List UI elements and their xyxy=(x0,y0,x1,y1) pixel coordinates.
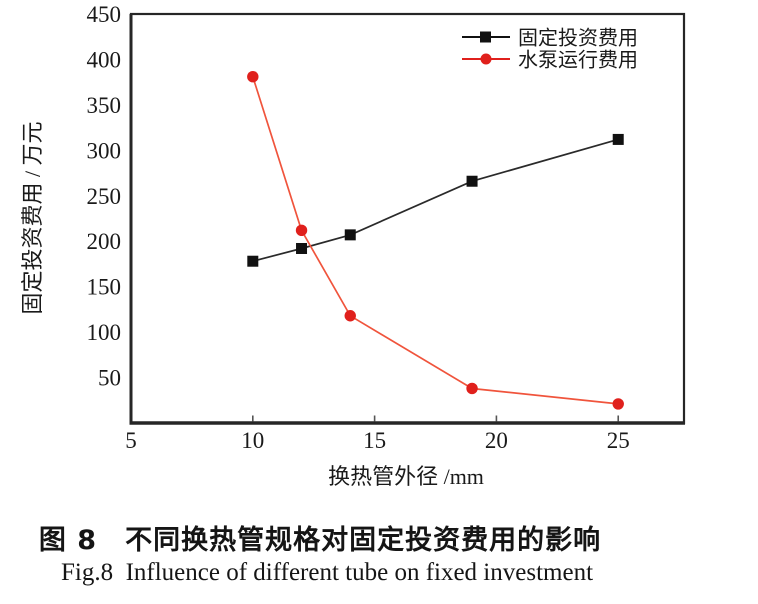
y-tick-label: 150 xyxy=(87,275,122,300)
y-axis-title: 固定投资费用 / 万元 xyxy=(20,121,45,314)
series-line-square xyxy=(252,138,619,263)
caption-english: Fig.8 Influence of different tube on fix… xyxy=(60,559,594,586)
legend-marker-circle xyxy=(480,53,492,65)
data-point-circle xyxy=(466,382,478,395)
y-tick-label: 300 xyxy=(87,138,122,163)
y-tick-label: 200 xyxy=(87,229,122,254)
y-tick-label: 350 xyxy=(87,93,122,118)
legend-marker-square xyxy=(480,31,491,43)
data-point-square xyxy=(466,175,478,187)
series-line-circle xyxy=(251,76,619,405)
x-tick-label: 15 xyxy=(363,428,386,453)
x-tick-label: 20 xyxy=(485,428,508,453)
data-point-square xyxy=(296,242,308,254)
data-point-circle xyxy=(344,310,356,322)
y-tick-label: 250 xyxy=(87,184,122,209)
y-tick-label: 100 xyxy=(87,320,122,345)
y-tick-label: 50 xyxy=(98,366,121,391)
plot-frame xyxy=(129,12,686,425)
data-point-square xyxy=(247,255,259,267)
caption-chinese: 图 8 不同换热管规格对固定投资费用的影响 xyxy=(38,525,602,556)
data-point-square xyxy=(344,229,356,241)
y-tick-label: 450 xyxy=(87,2,122,27)
x-tick-label: 10 xyxy=(241,428,264,453)
x-tick-label: 5 xyxy=(125,428,137,453)
x-tick-label: 25 xyxy=(607,428,630,453)
legend-label: 固定投资费用 xyxy=(518,27,638,50)
data-point-circle xyxy=(295,224,308,237)
legend-label: 水泵运行费用 xyxy=(518,49,638,72)
data-point-square xyxy=(612,133,624,145)
data-point-circle xyxy=(612,398,624,410)
chart-canvas: 5 10 15 20 25 50 100 150 200 250 300 350 400 450 固定投资费… xyxy=(20,2,686,489)
x-axis-title: 换热管外径 /mm xyxy=(328,464,484,489)
data-point-circle xyxy=(247,71,259,83)
y-tick-label: 400 xyxy=(87,47,122,72)
